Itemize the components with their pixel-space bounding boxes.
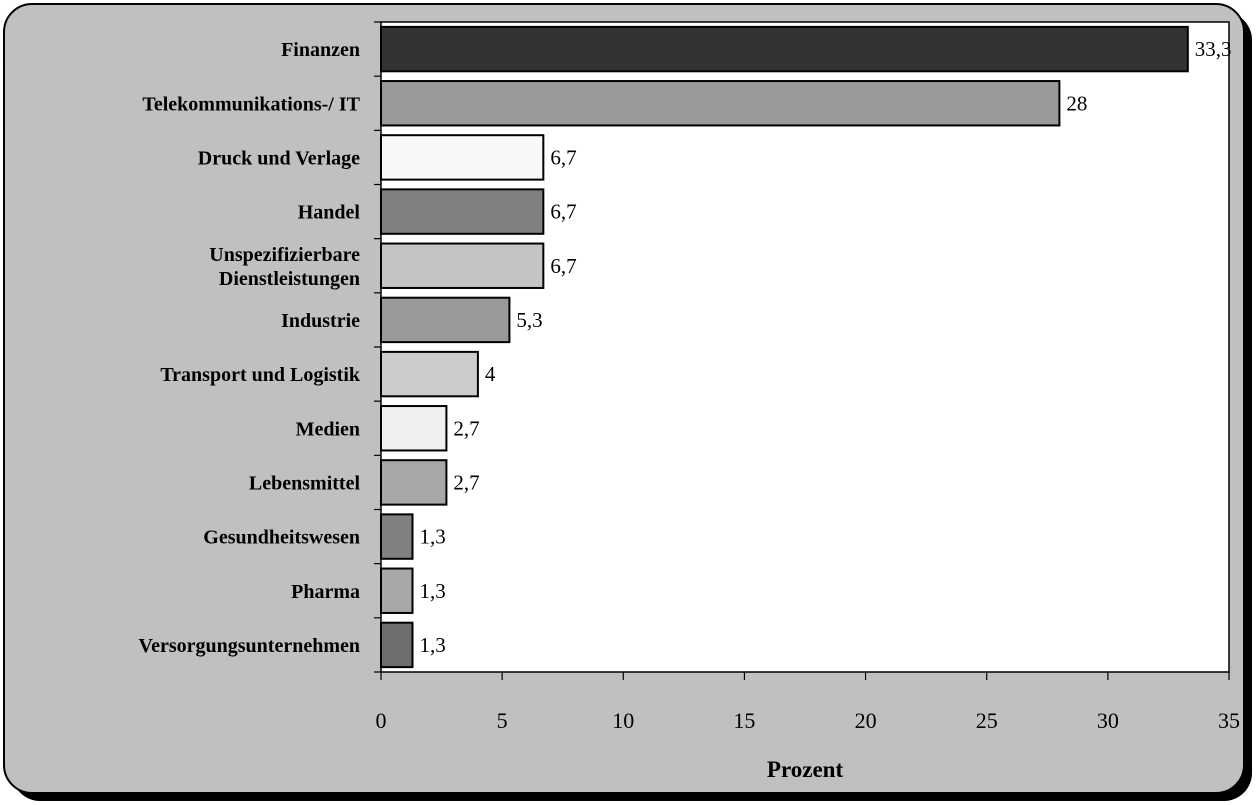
bar (380, 134, 545, 181)
category-label: Druck und Verlage (198, 147, 360, 169)
x-tick-label: 25 (976, 708, 998, 733)
category-label: Gesundheitswesen (203, 527, 360, 549)
value-label: 1,3 (419, 579, 445, 603)
category-label: Versorgungsunternehmen (139, 635, 361, 657)
category-label: Dienstleistungen (219, 268, 360, 290)
x-tick-label: 15 (733, 708, 755, 733)
category-label: Pharma (291, 581, 360, 603)
x-tick-label: 20 (855, 708, 877, 733)
category-label: Unspezifizierbare (209, 244, 360, 266)
category-label: Lebensmittel (249, 472, 361, 494)
value-label: 6,7 (550, 254, 576, 278)
category-labels-group: Finanzen Telekommunikations-/ IT Druck und… (139, 39, 361, 657)
x-tick-label: 0 (376, 708, 387, 733)
bar (380, 567, 414, 614)
bars-group (380, 25, 1189, 669)
bar (380, 405, 448, 452)
bar (380, 296, 511, 344)
plot-area (380, 21, 1230, 673)
bar (380, 242, 545, 289)
bar (380, 513, 414, 560)
category-label: Handel (298, 202, 361, 224)
category-label: Transport und Logistik (160, 364, 361, 386)
x-tick-label: 35 (1218, 708, 1240, 733)
x-tick-label: 30 (1097, 708, 1119, 733)
value-label: 2,7 (453, 470, 479, 494)
x-tick-label: 5 (497, 708, 508, 733)
x-axis-title: Prozent (767, 757, 844, 782)
value-label: 28 (1066, 91, 1087, 115)
bar (380, 621, 414, 669)
category-label: Telekommunikations-/ IT (142, 93, 360, 115)
category-label: Finanzen (281, 39, 360, 61)
value-label: 5,3 (516, 308, 542, 332)
value-label: 33,3 (1195, 37, 1232, 61)
bar (380, 25, 1189, 73)
value-label: 2,7 (453, 416, 479, 440)
value-label: 1,3 (419, 525, 445, 549)
bar (380, 459, 448, 506)
x-tick-label: 10 (612, 708, 634, 733)
category-label: Medien (296, 418, 360, 440)
bar (380, 188, 545, 235)
y-axis-ticks-group (374, 21, 381, 673)
x-axis-group: 0 5 10 15 20 25 30 35 (376, 672, 1240, 733)
value-label: 6,7 (550, 145, 576, 169)
value-label: 1,3 (419, 633, 445, 657)
bar (380, 80, 1061, 127)
category-label: Industrie (281, 310, 360, 332)
value-label: 4 (485, 362, 496, 386)
value-label: 6,7 (550, 200, 576, 224)
value-labels-group: 33,3 28 6,7 6,7 6,7 5,3 4 2,7 2,7 1,3 1,3 1,3 (419, 37, 1231, 657)
bar (380, 350, 479, 398)
